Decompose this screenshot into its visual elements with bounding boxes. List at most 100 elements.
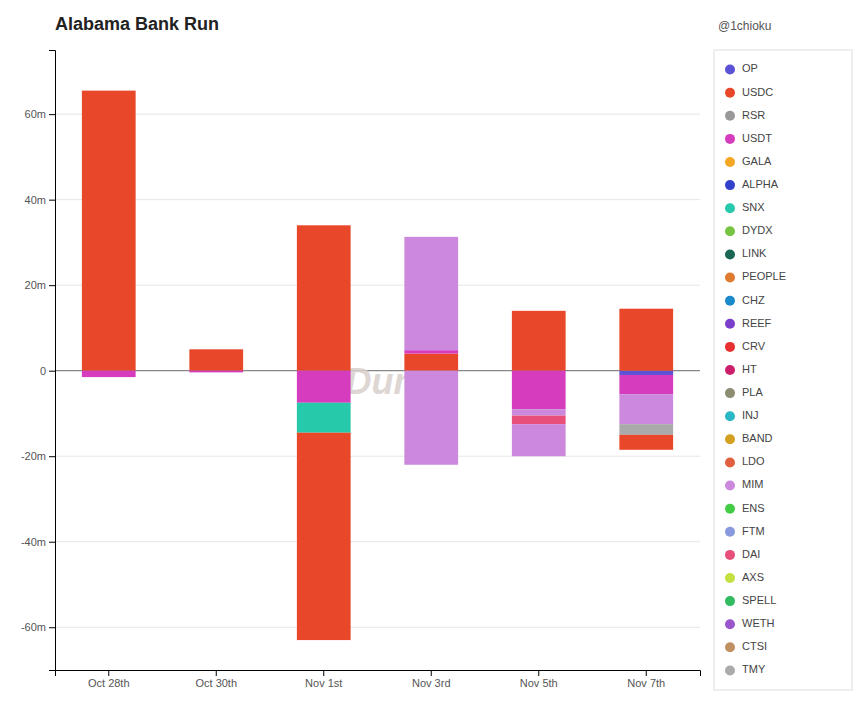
bar-segment — [297, 225, 351, 370]
legend-marker — [725, 203, 735, 213]
legend-label: GALA — [742, 155, 772, 167]
bar-segment — [297, 371, 351, 403]
bar-segment — [512, 311, 566, 371]
y-tick: -20m — [21, 450, 55, 462]
legend-marker — [725, 157, 735, 167]
legend-label: WETH — [742, 617, 774, 629]
x-axis-line — [56, 671, 701, 677]
series-layer — [512, 416, 566, 425]
bar-segment — [619, 371, 673, 375]
bar-segment — [189, 349, 243, 370]
legend-label: INJ — [742, 409, 759, 421]
y-axis-line — [49, 51, 56, 671]
legend-label: HT — [742, 363, 757, 375]
x-tick-label: Nov 1st — [305, 677, 342, 689]
grid-line — [55, 456, 700, 457]
y-tick-label: 40m — [25, 194, 46, 206]
bar-segment — [404, 354, 458, 371]
legend-label: CHZ — [742, 294, 765, 306]
bar-segment — [512, 416, 566, 425]
legend-label: USDT — [742, 132, 772, 144]
bar-segment — [297, 403, 351, 433]
legend-item: DYDX — [725, 224, 773, 236]
x-tick-label: Nov 5th — [520, 677, 558, 689]
legend-marker — [725, 504, 735, 514]
legend-marker — [725, 296, 735, 306]
legend-marker — [725, 527, 735, 537]
series-layer — [297, 403, 351, 433]
legend-marker — [725, 619, 735, 629]
legend-item: TMY — [725, 663, 766, 675]
legend-item: CRV — [725, 340, 766, 352]
y-tick-label: 0 — [40, 365, 46, 377]
legend-label: PLA — [742, 386, 763, 398]
legend-marker — [725, 134, 735, 144]
legend-marker — [725, 249, 735, 259]
legend-item: REEF — [725, 317, 772, 329]
legend-label: CTSI — [742, 640, 767, 652]
series-layer — [82, 350, 673, 409]
y-tick-label: -40m — [21, 536, 46, 548]
bar-segment — [404, 237, 458, 350]
legend-marker — [725, 226, 735, 236]
legend-label: PEOPLE — [742, 270, 786, 282]
legend-item: WETH — [725, 617, 774, 629]
legend-label: DYDX — [742, 224, 773, 236]
bar-segment — [619, 309, 673, 371]
x-tick-mark — [431, 670, 432, 676]
legend-item: FTM — [725, 525, 765, 537]
bar-segment — [297, 433, 351, 640]
y-tick-label: 60m — [25, 108, 46, 120]
legend-marker — [725, 342, 735, 352]
bar-segment — [619, 424, 673, 435]
y-tick-mark — [49, 456, 55, 457]
series-layer — [297, 433, 673, 640]
legend-label: LINK — [742, 247, 767, 259]
legend-marker — [725, 411, 735, 421]
legend-item: HT — [725, 363, 757, 375]
x-tick: Nov 3rd — [412, 670, 451, 689]
x-tick: Oct 28th — [88, 670, 130, 689]
bar-segment — [82, 371, 136, 377]
x-tick: Oct 30th — [195, 670, 237, 689]
legend-item: LINK — [725, 247, 767, 259]
legend-marker — [725, 65, 735, 75]
legend-item: AXS — [725, 571, 764, 583]
x-tick: Nov 7th — [627, 670, 665, 689]
grid-line — [55, 541, 700, 542]
legend-item: MIM — [725, 478, 763, 490]
bar-segment — [512, 371, 566, 409]
bar-segment — [619, 394, 673, 424]
x-tick: Nov 5th — [520, 670, 558, 689]
legend-marker — [725, 273, 735, 283]
y-tick-label: -20m — [21, 450, 46, 462]
y-tick: 20m — [25, 279, 55, 291]
bars — [82, 91, 673, 640]
legend-marker — [725, 388, 735, 398]
legend-label: SNX — [742, 201, 765, 213]
legend-marker — [725, 642, 735, 652]
x-tick-label: Nov 3rd — [412, 677, 451, 689]
legend-marker — [725, 365, 735, 375]
legend-item: BAND — [725, 432, 773, 444]
legend-label: USDC — [742, 86, 773, 98]
series-layer — [82, 91, 673, 371]
legend-item: PEOPLE — [725, 270, 786, 282]
x-tick-label: Oct 30th — [195, 677, 237, 689]
legend-item: SPELL — [725, 594, 776, 606]
legend-label: FTM — [742, 525, 765, 537]
legend-label: MIM — [742, 478, 763, 490]
grid-line — [55, 199, 700, 200]
legend-label: RSR — [742, 109, 765, 121]
y-tick: -40m — [21, 536, 55, 548]
bar-segment — [404, 350, 458, 353]
x-tick-mark — [538, 670, 539, 676]
attribution: @1chioku — [718, 19, 772, 33]
grid-line — [55, 285, 700, 286]
x-tick-label: Nov 7th — [627, 677, 665, 689]
legend-label: REEF — [742, 317, 772, 329]
bar-segment — [512, 424, 566, 456]
y-tick-mark — [49, 285, 55, 286]
y-tick: 60m — [25, 108, 55, 120]
y-tick-label: 20m — [25, 279, 46, 291]
